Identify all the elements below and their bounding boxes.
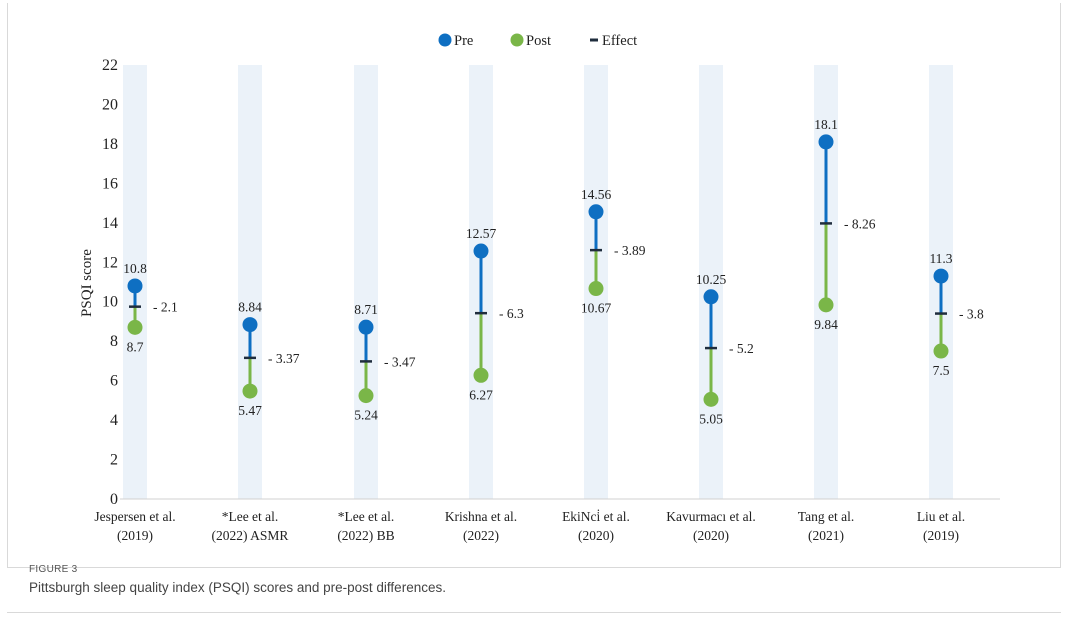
post-point-7 (933, 343, 949, 359)
category-band-2 (354, 65, 378, 499)
x-tick-label-line: (2020) (693, 528, 729, 543)
post-value-label: 5.05 (699, 411, 723, 426)
pre-value-label: 12.57 (466, 226, 497, 241)
y-tick-label: 8 (110, 333, 118, 350)
legend-post-label: Post (526, 33, 551, 49)
psqi-chart: 0 2 4 6 8 10 12 14 16 18 20 22 Jespersen et al. (2019… (79, 33, 1000, 543)
x-tick-label-line: Liu et al. (917, 509, 965, 524)
x-tick-label-line: (2019) (117, 528, 153, 543)
effect-value-label: - 3.37 (268, 351, 300, 366)
y-axis: 0 2 4 6 8 10 12 14 16 18 20 22 Jespersen et al. (2019… (94, 57, 1000, 543)
pre-point-3 (473, 243, 489, 259)
x-tick-label-line: (2022) ASMR (212, 528, 289, 543)
x-tick-label: Kavurmacı et al. (2020) (666, 509, 756, 543)
y-tick-label: 0 (110, 491, 118, 508)
figure-label: FIGURE 3 (29, 564, 78, 575)
chart-marks: 10.8 8.7 - 2.1 8.84 5.47 - 3.37 8.71 5.24 - 3.47… (123, 117, 984, 426)
legend: Pre Post Effect (438, 33, 637, 49)
pre-point-6 (818, 134, 834, 150)
figure-caption: Pittsburgh sleep quality index (PSQI) sc… (29, 580, 446, 595)
post-point-3 (473, 367, 489, 383)
y-tick-label: 18 (102, 136, 118, 153)
pre-value-label: 11.3 (929, 251, 952, 266)
post-value-label: 10.67 (581, 301, 612, 316)
x-tick-label-line: (2021) (808, 528, 844, 543)
post-point-1 (242, 383, 258, 399)
x-tick-label-line: *Lee et al. (222, 509, 279, 524)
pre-value-label: 18.1 (814, 117, 838, 132)
y-tick-label: 2 (110, 452, 118, 469)
post-value-label: 8.7 (127, 339, 144, 354)
x-tick-label: Krishna et al. (2022) (445, 509, 517, 543)
pre-value-label: 10.25 (696, 272, 727, 287)
post-value-label: 5.47 (238, 403, 262, 418)
y-tick-label: 22 (102, 57, 118, 74)
post-value-label: 7.5 (933, 363, 950, 378)
effect-value-label: - 3.89 (614, 243, 646, 258)
pre-value-label: 10.8 (123, 261, 147, 276)
x-tick-label-line: (2022) (463, 528, 499, 543)
y-tick-label: 10 (102, 294, 118, 311)
post-value-label: 9.84 (814, 317, 838, 332)
y-tick-label: 12 (102, 254, 118, 271)
x-tick-label-line: (2020) (578, 528, 614, 543)
effect-value-label: - 6.3 (499, 306, 524, 321)
pre-point-4 (588, 204, 604, 220)
caption-divider (7, 612, 1061, 613)
x-tick-label: *Lee et al. (2022) ASMR (212, 509, 289, 543)
legend-pre-marker (438, 33, 452, 47)
category-band-1 (238, 65, 262, 499)
x-tick-label-line: Tang et al. (798, 509, 854, 524)
post-point-4 (588, 281, 604, 297)
y-tick-label: 16 (102, 175, 118, 192)
y-tick-label: 4 (110, 412, 118, 429)
post-point-2 (358, 388, 374, 404)
x-tick-label-line: Krishna et al. (445, 509, 517, 524)
pre-point-7 (933, 268, 949, 284)
x-tick-label: *Lee et al. (2022) BB (337, 509, 394, 543)
category-band-5 (699, 65, 723, 499)
x-tick-label: Liu et al. (2019) (917, 509, 965, 543)
x-tick-label-line: Kavurmacı et al. (666, 509, 756, 524)
pre-point-1 (242, 317, 258, 333)
post-point-6 (818, 297, 834, 313)
y-tick-label: 6 (110, 373, 118, 390)
post-point-0 (127, 319, 143, 335)
effect-value-label: - 3.8 (959, 307, 984, 322)
x-tick-label-line: (2022) BB (337, 528, 394, 543)
effect-value-label: - 2.1 (153, 300, 178, 315)
legend-post-marker (510, 33, 524, 47)
x-tick-label-line: (2019) (923, 528, 959, 543)
legend-pre-label: Pre (454, 33, 473, 49)
pre-value-label: 8.84 (238, 300, 262, 315)
x-tick-label: EkiNci̇ et al. (2020) (562, 509, 630, 543)
figure-frame (7, 3, 1061, 568)
x-tick-label: Jespersen et al. (2019) (94, 509, 175, 543)
legend-effect-label: Effect (602, 33, 637, 49)
post-value-label: 6.27 (469, 387, 493, 402)
pre-value-label: 14.56 (581, 187, 612, 202)
effect-value-label: - 8.26 (844, 216, 876, 231)
pre-value-label: 8.71 (354, 302, 378, 317)
pre-point-2 (358, 319, 374, 335)
x-tick-label-line: EkiNci̇ et al. (562, 509, 630, 524)
x-tick-label: Tang et al. (2021) (798, 509, 854, 543)
effect-value-label: - 5.2 (729, 341, 754, 356)
y-tick-label: 14 (102, 215, 118, 232)
x-tick-label-line: *Lee et al. (338, 509, 395, 524)
pre-point-0 (127, 278, 143, 294)
x-tick-label-line: Jespersen et al. (94, 509, 175, 524)
y-tick-label: 20 (102, 96, 118, 113)
post-point-5 (703, 391, 719, 407)
pre-point-5 (703, 289, 719, 305)
y-axis-title: PSQI score (79, 249, 95, 317)
post-value-label: 5.24 (354, 408, 378, 423)
effect-value-label: - 3.47 (384, 354, 416, 369)
